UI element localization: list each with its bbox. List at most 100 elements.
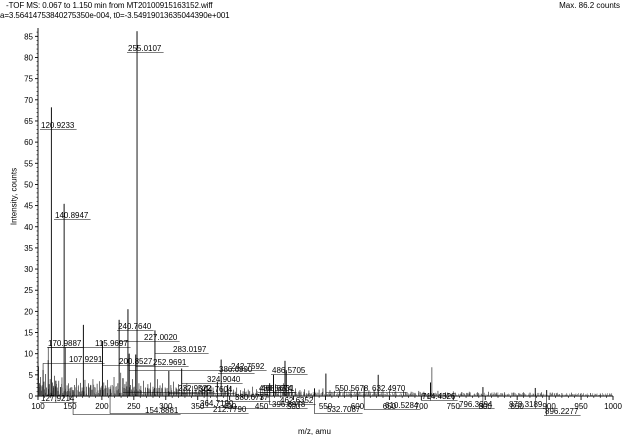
y-tick-label: 25 [24,286,33,295]
x-tick-label: 750 [447,402,461,411]
y-tick-label: 45 [24,202,33,211]
peak-label: 324.9040 [207,375,241,384]
peak-leader-line [199,384,236,408]
y-tick-label: 10 [24,350,33,359]
peak-label: 632.4970 [372,384,406,393]
y-tick-label: 75 [24,75,33,84]
peak-label: 878.3189 [509,400,543,409]
peak-leader-line [271,360,308,375]
peak-leader-line [127,31,164,53]
peak-leader-line [227,384,308,409]
peak-leader-line [72,390,181,415]
x-tick-label: 550 [319,402,333,411]
x-tick-label: 1000 [604,402,622,411]
y-tick-label: 65 [24,117,33,126]
peak-leader-line [109,389,249,414]
peak-leader-line [42,363,105,370]
peak-leader-line [135,354,189,367]
peak-leader-line [128,353,267,371]
x-tick-label: 850 [510,402,524,411]
peak-leader-line [363,386,421,410]
y-tick-label: 70 [24,96,33,105]
peak-leader-line [458,387,495,409]
peak-leader-line [544,390,581,416]
x-tick-label: 900 [542,402,556,411]
peak-leader-line [314,388,363,414]
peak-leader-line [47,347,131,361]
x-tick-label: 650 [383,402,397,411]
peak-label: 896.2277 [545,407,579,416]
peak-leader-line [325,373,371,393]
x-tick-label: 300 [159,402,173,411]
peak-label: 200.8527 [119,357,153,366]
peak-leader-line [122,378,214,393]
peak-leader-line [371,374,408,393]
peak-label: 380.6737 [235,393,269,402]
calibration-params-line: a=3.56414753840275350e-004, t0=-3.549190… [0,11,230,20]
peak-leader-line [40,107,77,130]
peak-leader-line [102,340,155,366]
x-tick-label: 450 [255,402,269,411]
x-tick-label: 700 [415,402,429,411]
spectrum-svg: 107.9291 115.9697 120.9233 127.9214 140.8947… [24,28,622,416]
x-tick-label: 500 [287,402,301,411]
peak-label: 212.7790 [213,405,247,414]
peak-label: 610.5284 [385,401,419,410]
peak-label: 468.6331 [261,384,295,393]
peak-label: 227.0020 [144,333,178,342]
x-tick-label: 100 [31,402,45,411]
peak-label: 107.9291 [69,355,103,364]
x-axis-title: m/z, amu [298,427,331,436]
peak-leader-line [117,309,154,331]
peak-leader-line [421,382,458,401]
peak-label: 170.9887 [48,339,82,348]
peak-leader-line [181,368,243,384]
peak-label: 127.9214 [41,394,75,403]
peak-label: 532.7087 [327,405,361,414]
peak-label: 140.8947 [55,211,89,220]
peak-label: 550.5678 [335,384,369,393]
peak-leader-line [168,371,235,394]
peak-leader-line [47,324,84,348]
peak-leader-line [269,383,316,405]
x-tick-label: 400 [223,402,237,411]
spectrum-plot: 107.9291 115.9697 120.9233 127.9214 140.8947… [0,22,628,436]
y-tick-label: 50 [24,180,33,189]
peak-label: 488.5674 [259,384,293,393]
peak-label: 714.4326 [422,392,456,401]
peak-leader-line [217,381,271,402]
y-tick-label: 30 [24,265,33,274]
peak-label: 283.0197 [173,345,207,354]
x-tick-label: 250 [127,402,141,411]
y-tick-label: 40 [24,223,33,232]
peak-label: 115.9697 [95,339,128,348]
x-tick-label: 200 [95,402,109,411]
peak-labels-group: 107.9291 115.9697 120.9233 127.9214 140.8947… [41,44,579,416]
y-tick-label: 80 [24,54,33,63]
max-counts-label: Max. 86.2 counts [559,1,620,10]
peak-label: 396.8978 [272,400,306,409]
x-tick-label: 950 [574,402,588,411]
peak-leader-line [40,380,77,403]
peak-label: 242.7592 [231,362,265,371]
y-tick-label: 55 [24,159,33,168]
peak-label: 232.9522 [178,384,212,393]
peak-label: 252.9691 [153,358,187,367]
peak-label: 154.8881 [145,406,179,415]
peak-leader-line [218,359,255,374]
y-tick-label: 60 [24,138,33,147]
x-tick-label: 600 [351,402,365,411]
peak-label: 120.9233 [41,121,75,130]
peak-leader-line [154,330,209,354]
y-tick-label: 0 [29,392,34,401]
x-tick-label: 350 [191,402,205,411]
peak-label: 796.3694 [459,400,493,409]
peak-leader-line [54,203,91,220]
peak-leader-line [258,370,295,393]
peak-label: 364.7190 [200,399,234,408]
y-tick-label: 35 [24,244,33,253]
x-tick-label: 800 [479,402,493,411]
peak-leader-line [508,387,545,409]
peak-leader-lines [40,31,581,416]
